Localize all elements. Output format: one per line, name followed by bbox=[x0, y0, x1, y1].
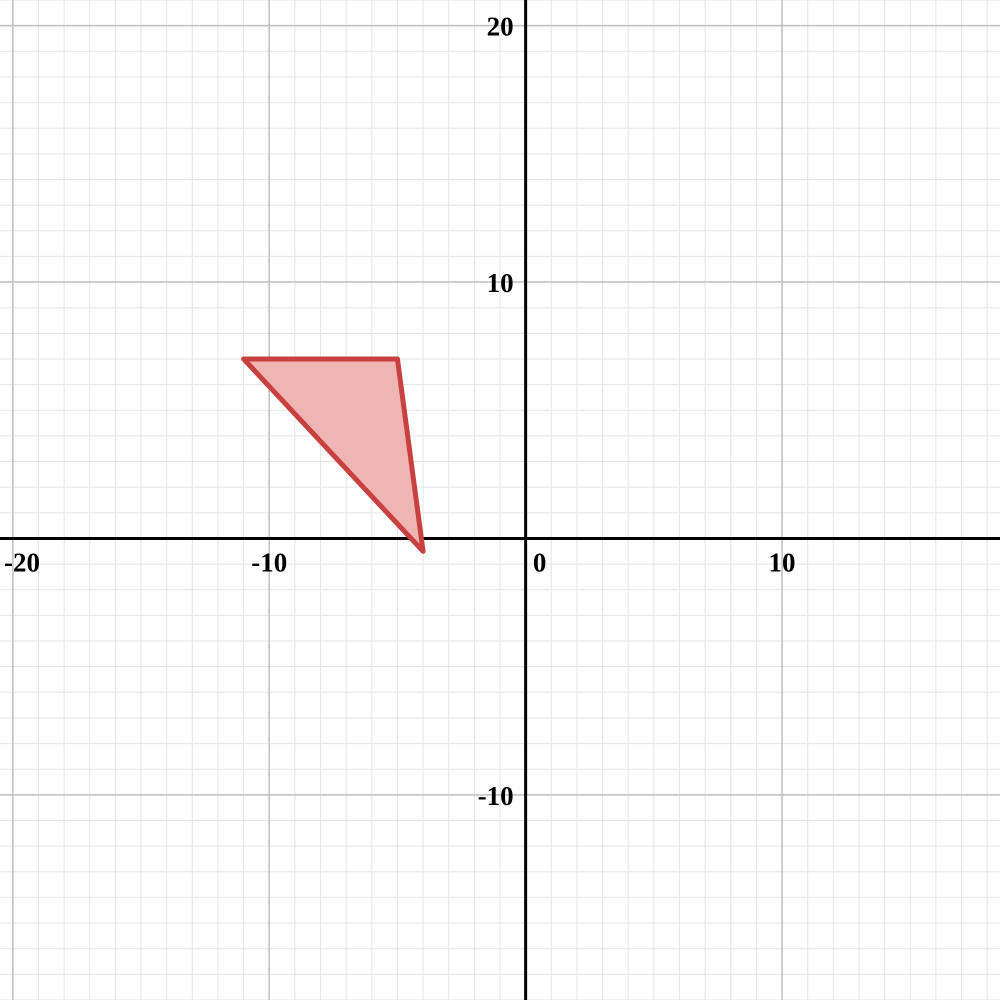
y-tick-label: 10 bbox=[487, 268, 514, 298]
x-tick-label: -10 bbox=[251, 547, 287, 577]
y-tick-label: -10 bbox=[478, 781, 514, 811]
x-tick-label: -20 bbox=[4, 547, 40, 577]
x-tick-label: 10 bbox=[769, 547, 796, 577]
coordinate-plane: -20 -10 0 10 20 10 -10 bbox=[0, 0, 1000, 1000]
grid-minor bbox=[0, 0, 1000, 1000]
y-tick-label: 20 bbox=[487, 12, 514, 42]
x-tick-label: 0 bbox=[533, 547, 547, 577]
triangle bbox=[244, 359, 423, 551]
